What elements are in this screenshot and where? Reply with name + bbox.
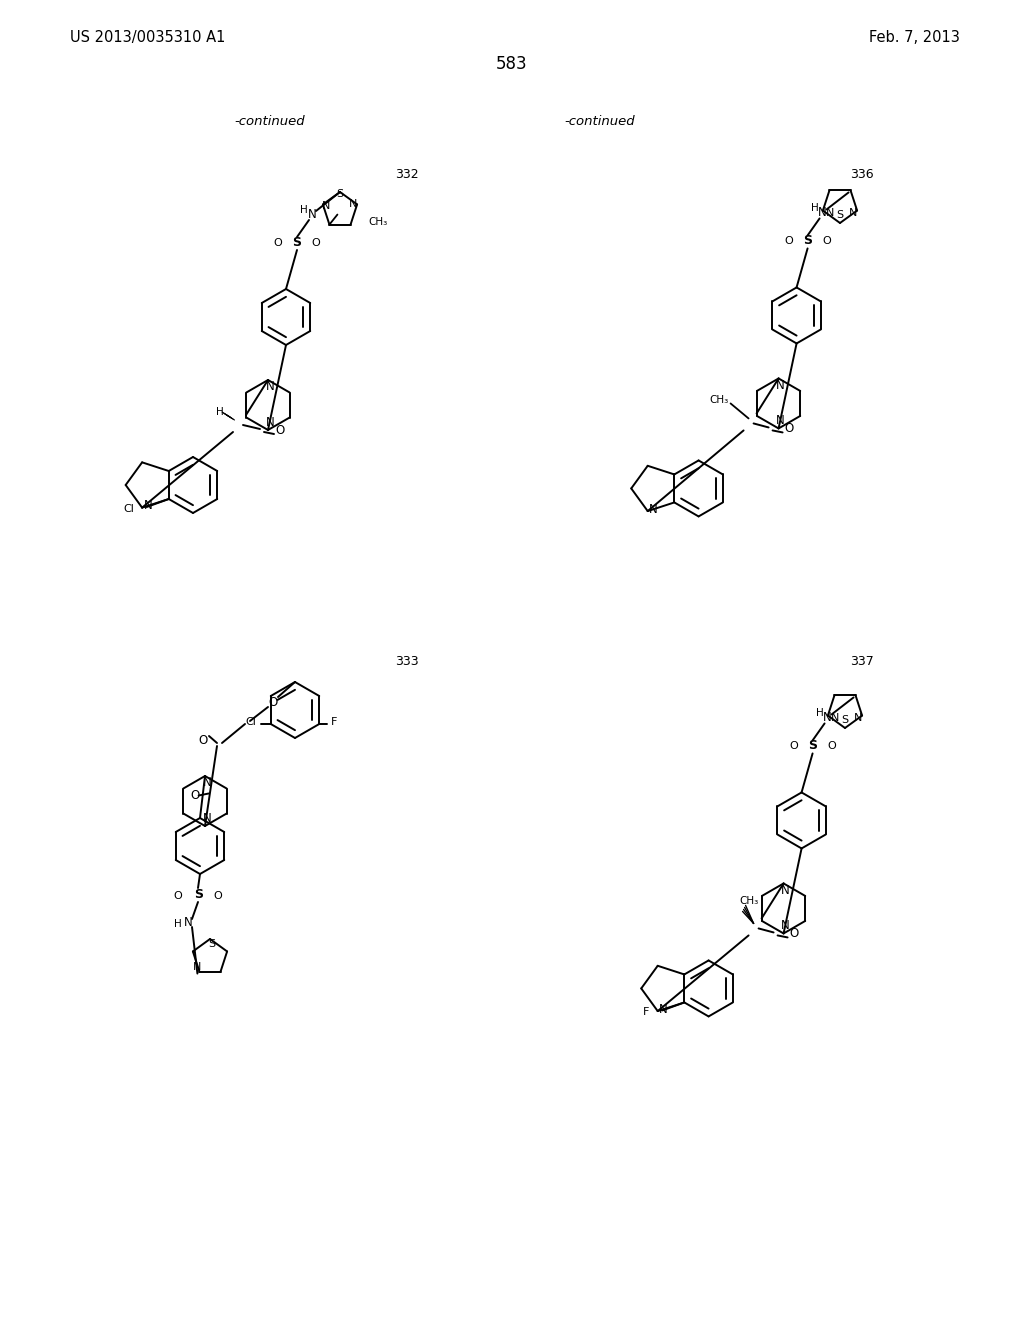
Text: F: F xyxy=(331,717,338,727)
Text: O: O xyxy=(268,696,278,709)
Text: O: O xyxy=(174,891,182,902)
Text: N: N xyxy=(830,713,839,722)
Text: H: H xyxy=(174,919,182,929)
Text: N: N xyxy=(781,884,790,896)
Text: O: O xyxy=(827,742,836,751)
Text: 332: 332 xyxy=(395,168,419,181)
Text: N: N xyxy=(818,206,827,219)
Text: -continued: -continued xyxy=(564,115,635,128)
Text: N: N xyxy=(183,916,193,928)
Text: N: N xyxy=(854,713,862,722)
Text: N: N xyxy=(849,207,857,218)
Text: H: H xyxy=(816,709,823,718)
Text: O: O xyxy=(790,742,798,751)
Text: 337: 337 xyxy=(850,655,873,668)
Text: S: S xyxy=(837,210,844,220)
Text: Feb. 7, 2013: Feb. 7, 2013 xyxy=(869,30,961,45)
Text: N: N xyxy=(659,1003,668,1015)
Text: N: N xyxy=(776,379,785,392)
Text: -continued: -continued xyxy=(234,115,305,128)
Text: N: N xyxy=(265,416,274,429)
Text: O: O xyxy=(311,238,321,248)
Text: N: N xyxy=(194,961,202,972)
Text: N: N xyxy=(649,503,658,516)
Text: O: O xyxy=(199,734,208,747)
Text: O: O xyxy=(784,422,794,434)
Text: O: O xyxy=(784,236,793,247)
Text: CH₃: CH₃ xyxy=(710,396,729,405)
Text: S: S xyxy=(808,739,817,752)
Text: Cl: Cl xyxy=(245,717,256,727)
Text: H: H xyxy=(300,205,308,215)
Text: N: N xyxy=(825,207,835,218)
Text: N: N xyxy=(203,812,211,825)
Text: US 2013/0035310 A1: US 2013/0035310 A1 xyxy=(70,30,225,45)
Text: O: O xyxy=(214,891,222,902)
Text: 336: 336 xyxy=(850,168,873,181)
Text: N: N xyxy=(349,199,357,210)
Text: S: S xyxy=(195,887,204,900)
Text: S: S xyxy=(209,939,216,949)
Text: S: S xyxy=(293,235,301,248)
Text: 583: 583 xyxy=(497,55,527,73)
Text: O: O xyxy=(190,789,200,803)
Text: N: N xyxy=(307,207,316,220)
Text: N: N xyxy=(781,919,790,932)
Text: H: H xyxy=(216,407,224,417)
Text: S: S xyxy=(842,715,849,725)
Text: O: O xyxy=(822,236,830,247)
Text: Cl: Cl xyxy=(123,504,134,513)
Text: N: N xyxy=(265,380,274,393)
Text: N: N xyxy=(776,414,785,426)
Text: H: H xyxy=(811,203,818,214)
Text: N: N xyxy=(143,499,153,512)
Text: O: O xyxy=(273,238,283,248)
Text: CH₃: CH₃ xyxy=(369,216,388,227)
Text: S: S xyxy=(337,189,344,199)
Text: N: N xyxy=(322,202,330,211)
Text: F: F xyxy=(643,1007,649,1018)
Text: N: N xyxy=(823,711,831,723)
Text: N: N xyxy=(203,776,211,789)
Text: S: S xyxy=(803,234,812,247)
Text: 333: 333 xyxy=(395,655,419,668)
Text: CH₃: CH₃ xyxy=(739,896,758,907)
Text: O: O xyxy=(788,927,798,940)
Text: O: O xyxy=(275,424,285,437)
